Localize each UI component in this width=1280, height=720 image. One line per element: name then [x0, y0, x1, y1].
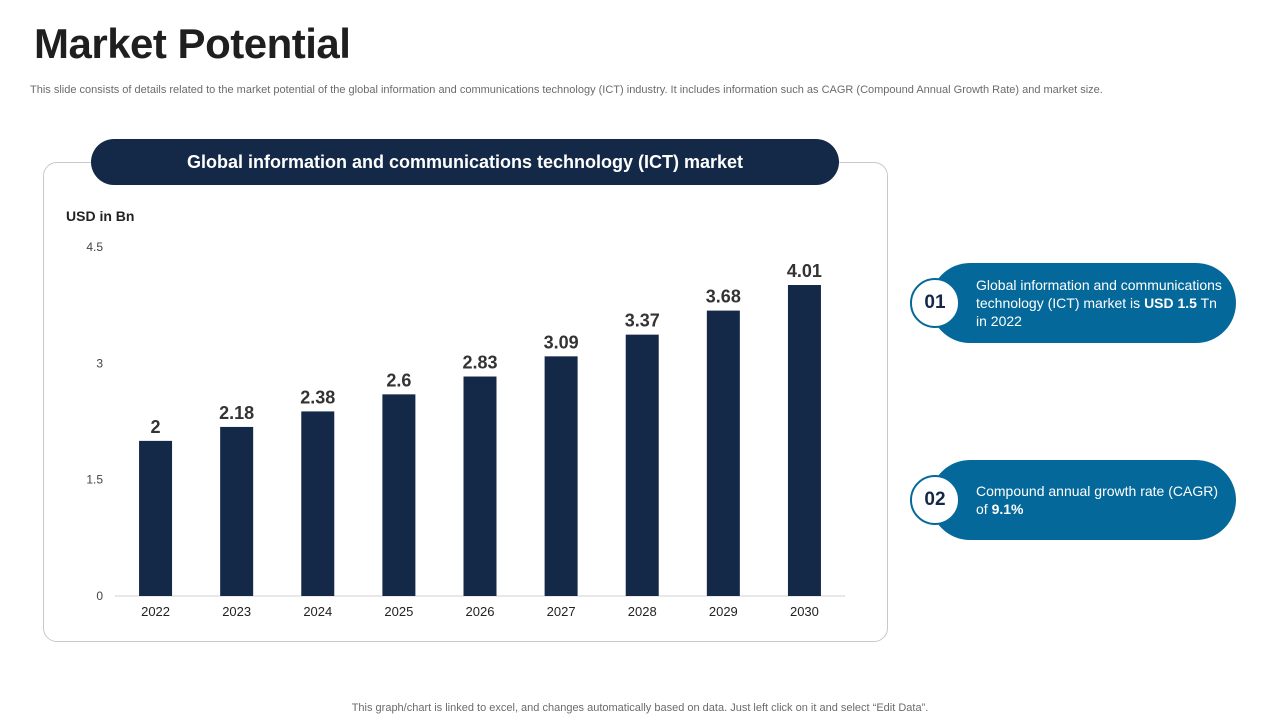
highlight-number-1: 01	[910, 278, 960, 328]
page-title: Market Potential	[34, 20, 351, 67]
y-axis-label: USD in Bn	[66, 208, 135, 224]
footer-note: This graph/chart is linked to excel, and…	[351, 702, 929, 714]
data-label-2030: 4.01	[787, 261, 822, 281]
bar-2029[interactable]	[706, 310, 740, 596]
x-tick-label-2023: 2023	[222, 604, 251, 619]
data-label-2028: 3.37	[625, 311, 660, 331]
x-tick-label-2026: 2026	[466, 604, 495, 619]
bar-2030[interactable]	[787, 285, 821, 596]
highlight-pill-2: Compound annual growth rate (CAGR) of 9.…	[930, 460, 1236, 540]
data-label-2023: 2.18	[219, 403, 254, 423]
y-tick-label: 0	[96, 589, 103, 603]
chart-title: Global information and communications te…	[91, 139, 839, 185]
highlight-number-2: 02	[910, 475, 960, 525]
data-label-2029: 3.68	[706, 287, 741, 307]
y-tick-label: 4.5	[86, 240, 103, 254]
highlight-text-1-after: Tn in 2022	[976, 295, 1217, 329]
highlight-text-2-before: Compound annual growth rate (CAGR) of	[976, 483, 1219, 517]
x-tick-label-2029: 2029	[709, 604, 738, 619]
bar-2022[interactable]	[139, 440, 173, 596]
x-tick-label-2025: 2025	[384, 604, 413, 619]
page-subtitle: This slide consists of details related t…	[30, 84, 1103, 96]
y-tick-label: 3	[96, 356, 103, 370]
x-tick-label-2024: 2024	[303, 604, 332, 619]
bar-2027[interactable]	[544, 356, 578, 596]
highlight-text-1-before: Global information and communications te…	[976, 277, 1222, 311]
bar-2025[interactable]	[382, 394, 416, 596]
highlight-text-2: Compound annual growth rate (CAGR) of 9.…	[976, 482, 1222, 518]
bar-2023[interactable]	[220, 426, 254, 596]
highlight-text-1-bold: USD 1.5	[1144, 295, 1197, 311]
data-label-2026: 2.83	[462, 353, 497, 373]
x-tick-label-2028: 2028	[628, 604, 657, 619]
bar-2024[interactable]	[301, 411, 335, 596]
x-tick-label-2022: 2022	[141, 604, 170, 619]
data-label-2024: 2.38	[300, 387, 335, 407]
data-label-2025: 2.6	[386, 370, 411, 390]
highlight-pill-1: Global information and communications te…	[930, 263, 1236, 343]
data-label-2027: 3.09	[544, 332, 579, 352]
bar-2028[interactable]	[625, 334, 659, 596]
x-tick-label-2030: 2030	[790, 604, 819, 619]
x-tick-label-2027: 2027	[547, 604, 576, 619]
y-tick-label: 1.5	[86, 473, 103, 487]
data-label-2022: 2	[151, 417, 161, 437]
highlight-text-2-bold: 9.1%	[991, 501, 1024, 517]
bar-2026[interactable]	[463, 376, 497, 596]
highlight-text-1: Global information and communications te…	[976, 276, 1222, 330]
